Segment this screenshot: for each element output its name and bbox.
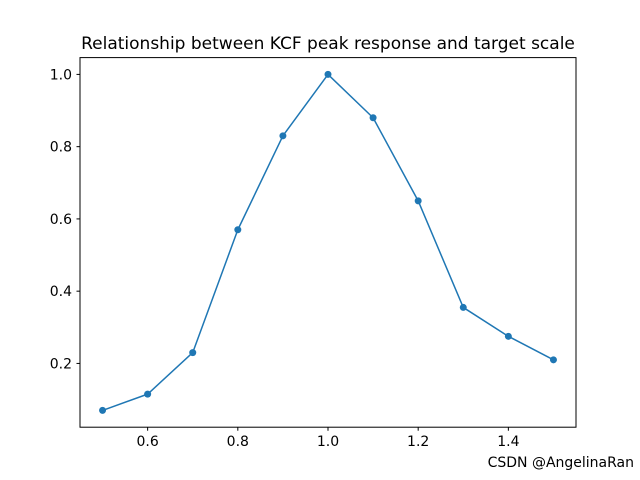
data-line (101, 73, 555, 412)
y-tick-label: 1.0 (50, 67, 72, 83)
data-point (369, 114, 377, 122)
data-point (279, 132, 287, 140)
data-point (234, 226, 242, 234)
data-point (504, 332, 512, 340)
x-tick-label: 1.4 (497, 434, 519, 450)
y-tick-label: 0.4 (50, 284, 72, 300)
x-tick-label: 1.2 (407, 434, 429, 450)
data-point (144, 390, 152, 398)
data-point (414, 197, 422, 205)
y-tick-label: 0.8 (50, 140, 72, 156)
watermark: CSDN @AngelinaRan (488, 455, 634, 471)
chart-title: Relationship between KCF peak response a… (81, 34, 575, 54)
x-tick-label: 0.8 (227, 434, 249, 450)
data-point (189, 349, 197, 357)
x-tick-label: 1.0 (317, 434, 339, 450)
data-point (99, 406, 107, 414)
axes-spines (79, 57, 577, 428)
data-point (324, 70, 332, 78)
y-tick-label: 0.6 (50, 212, 72, 228)
data-point (459, 303, 467, 311)
y-tick-label: 0.2 (50, 356, 72, 372)
plot-area: 0.6 0.8 1.0 1.2 1.4 0.2 0.4 0.6 0.8 1.0 (50, 57, 577, 450)
data-point (549, 356, 557, 364)
x-tick-label: 0.6 (137, 434, 159, 450)
